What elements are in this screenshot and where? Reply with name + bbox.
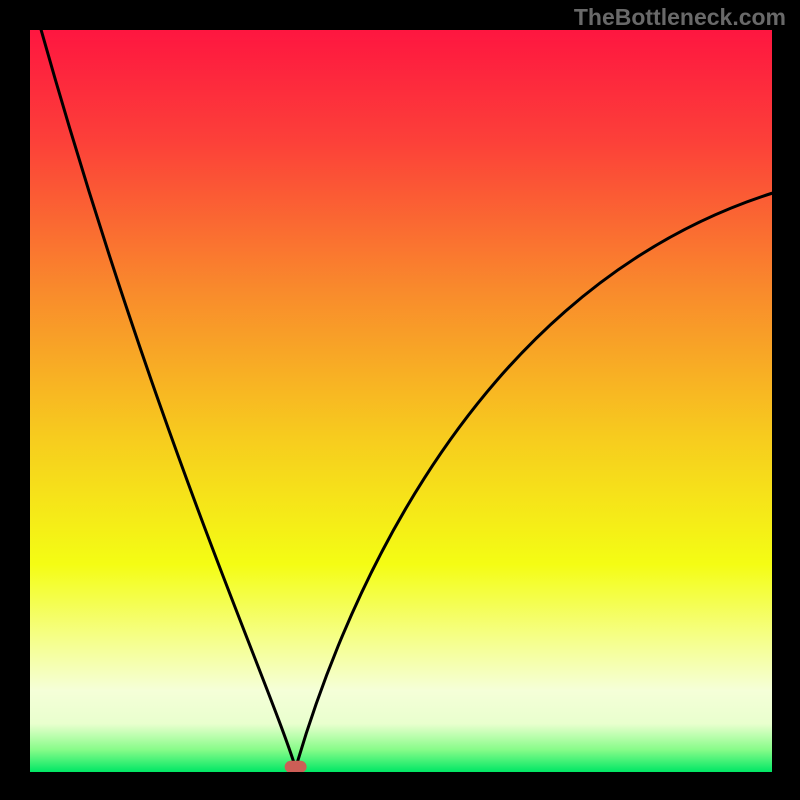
plot-area	[30, 30, 772, 772]
vertex-marker	[285, 761, 307, 772]
curve-overlay	[30, 30, 772, 772]
bottleneck-curve	[41, 30, 772, 768]
watermark-text: TheBottleneck.com	[574, 4, 786, 31]
chart-frame: TheBottleneck.com	[0, 0, 800, 800]
